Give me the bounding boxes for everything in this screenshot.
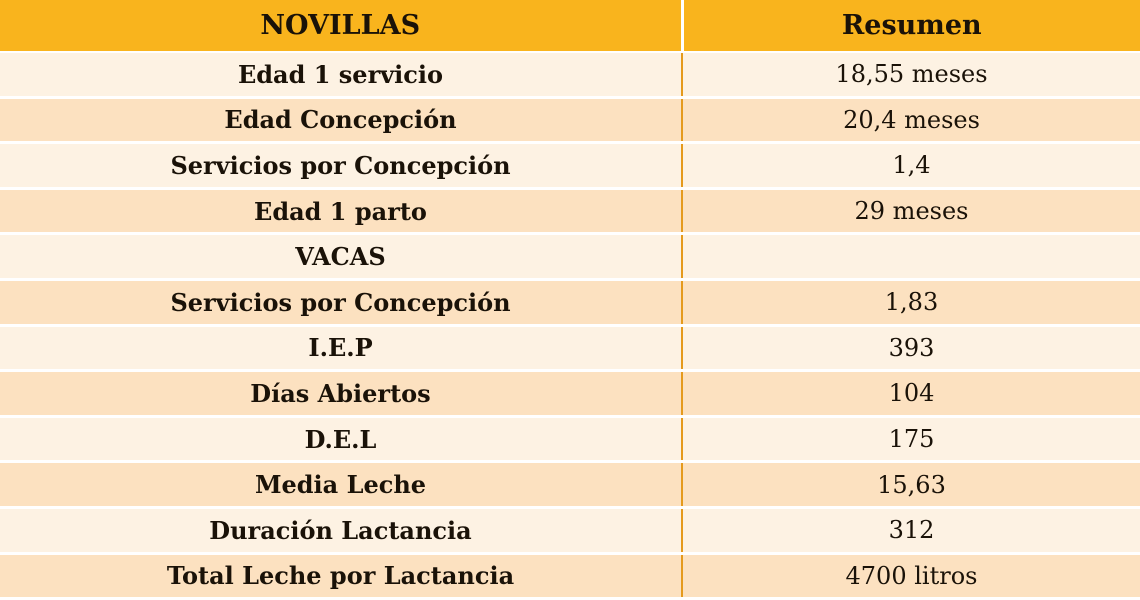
row-label: Servicios por Concepción — [0, 142, 683, 190]
row-label: Días Abiertos — [0, 370, 683, 418]
row-label: Total Leche por Lactancia — [0, 553, 683, 600]
table-header-row: NOVILLAS Resumen — [0, 0, 1140, 53]
row-label: D.E.L — [0, 416, 683, 464]
table-row: I.E.P 393 — [0, 325, 1140, 373]
row-value: 393 — [682, 325, 1140, 373]
row-value: 175 — [682, 416, 1140, 464]
table-row: Días Abiertos 104 — [0, 370, 1140, 418]
table-row: Edad 1 parto 29 meses — [0, 188, 1140, 236]
row-value: 20,4 meses — [682, 97, 1140, 145]
row-label: Servicios por Concepción — [0, 279, 683, 327]
table-row: D.E.L 175 — [0, 416, 1140, 464]
row-value: 15,63 — [682, 461, 1140, 509]
row-label: Edad 1 parto — [0, 188, 683, 236]
table-row: Servicios por Concepción 1,4 — [0, 142, 1140, 190]
header-novillas: NOVILLAS — [0, 0, 684, 53]
section-label-vacas: VACAS — [0, 233, 683, 281]
row-value: 4700 litros — [682, 553, 1140, 600]
row-value: 18,55 meses — [682, 52, 1140, 99]
row-label: Duración Lactancia — [0, 507, 683, 555]
table-row: Duración Lactancia 312 — [0, 507, 1140, 555]
table-row: Edad 1 servicio 18,55 meses — [0, 52, 1140, 99]
table-row: Edad Concepción 20,4 meses — [0, 97, 1140, 145]
row-label: Media Leche — [0, 461, 683, 509]
row-value: 1,4 — [682, 142, 1140, 190]
row-value: 1,83 — [682, 279, 1140, 327]
header-resumen: Resumen — [682, 0, 1140, 53]
row-value — [682, 233, 1140, 281]
row-value: 29 meses — [682, 188, 1140, 236]
table-row: Total Leche por Lactancia 4700 litros — [0, 553, 1140, 600]
row-value: 104 — [682, 370, 1140, 418]
row-value: 312 — [682, 507, 1140, 555]
section-row-vacas: VACAS — [0, 233, 1140, 281]
row-label: Edad 1 servicio — [0, 52, 683, 99]
row-label: I.E.P — [0, 325, 683, 373]
table-row: Servicios por Concepción 1,83 — [0, 279, 1140, 327]
table-row: Media Leche 15,63 — [0, 461, 1140, 509]
row-label: Edad Concepción — [0, 97, 683, 145]
